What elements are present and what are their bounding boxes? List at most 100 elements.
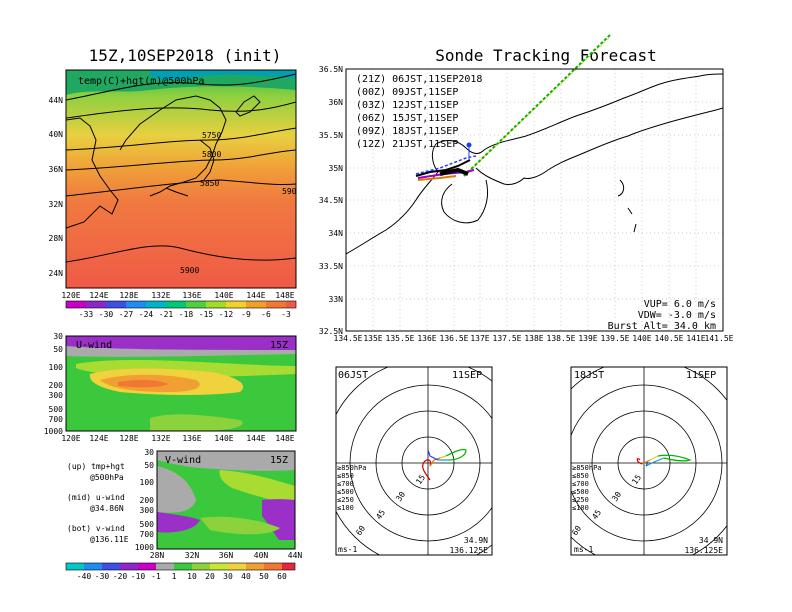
track-lon-ticks: 134.5E 135E 135.5E 136E 136.5E 137E 137.… (334, 334, 734, 343)
uwind-panel: U-wind 15Z 30 50 100 200 300 500 700 100… (44, 332, 297, 443)
map-lon-ticks: 120E 124E 128E 132E 136E 140E 144E 148E (61, 291, 294, 300)
uwind-p-tick: 1000 (44, 427, 63, 436)
track-lat-tick: 34.5N (319, 196, 343, 205)
temp-colorbar-tick: -21 (159, 310, 174, 319)
wind-colorbar-tick: -30 (95, 572, 110, 581)
hodograph-right-time: 18JST (574, 370, 604, 381)
level-label: ≥850hPa (572, 464, 602, 472)
temp-colorbar-tick: -24 (139, 310, 154, 319)
vwind-p-tick: 50 (144, 461, 154, 470)
vwind-p-tick: 500 (140, 520, 155, 529)
temp-colorbar-tick: -9 (241, 310, 251, 319)
wind-colorbar-tick: 50 (259, 572, 269, 581)
hodograph-left-lat: 34.9N (464, 536, 488, 545)
contour-label-5750: 5750 (202, 131, 221, 140)
note-line: (bot) v-wind (67, 524, 125, 533)
track-lat-tick: 34N (329, 229, 344, 238)
uwind-lon-tick: 148E (275, 434, 294, 443)
uwind-lon-tick: 124E (89, 434, 108, 443)
map-lat-ticks: 44N 40N 36N 32N 28N 24N (49, 96, 64, 278)
temp-colorbar-tick: -15 (199, 310, 214, 319)
hodograph-right-unit: ms-1 (574, 545, 593, 554)
ascent-speed: VUP= 6.0 m/s (644, 299, 716, 310)
right-title: Sonde Tracking Forecast (435, 46, 657, 65)
track-lat-tick: 32.5N (319, 327, 343, 336)
map-lat-tick: 40N (49, 130, 64, 139)
hodograph-left-time: 06JST (338, 370, 368, 381)
uwind-lon-tick: 132E (151, 434, 170, 443)
track-lon-tick: 140.5E (655, 334, 684, 343)
temp-colorbar-tick: -30 (99, 310, 114, 319)
vwind-lat-tick: 28N (150, 551, 165, 560)
wind-colorbar-tick: 10 (187, 572, 197, 581)
wind-colorbar-tick: 1 (172, 572, 177, 581)
hodograph-right-lat: 34.9N (699, 536, 723, 545)
uwind-p-tick: 100 (49, 363, 64, 372)
level-label: ≤100 (572, 504, 589, 512)
vwind-lat-tick: 40N (254, 551, 269, 560)
legend-entry-03z: (03Z) 12JST,11SEP (356, 100, 458, 111)
vwind-p-tick: 300 (140, 506, 155, 515)
vwind-label: V-wind (165, 455, 201, 466)
level-label: ≤700 (572, 480, 589, 488)
hodograph-right-lon: 136.125E (684, 546, 723, 555)
uwind-lon-tick: 144E (246, 434, 265, 443)
uwind-lon-tick: 140E (214, 434, 233, 443)
map-lat-tick: 24N (49, 269, 64, 278)
temperature-colorbar: -33 -30 -27 -24 -21 -18 -15 -12 -9 -6 -3 (65, 300, 297, 319)
wind-colorbar-tick: -20 (113, 572, 128, 581)
level-label: ≤500 (572, 488, 589, 496)
track-lon-tick: 141E (686, 334, 705, 343)
track-lon-tick: 135.5E (386, 334, 415, 343)
tracking-map-panel: (21Z) 06JST,11SEP2018 (00Z) 09JST,11SEP … (319, 34, 734, 343)
hodograph-right: 18JST 11SEP 15 30 45 60 ≥850hPa ≤850 ≤70… (570, 366, 728, 556)
legend-entry-00z: (00Z) 09JST,11SEP (356, 87, 458, 98)
note-line: @136.11E (90, 535, 129, 544)
uwind-p-tick: 300 (49, 391, 64, 400)
hodograph-right-date: 11SEP (686, 370, 716, 381)
left-title: 15Z,10SEP2018 (init) (89, 46, 282, 65)
burst-altitude: Burst Alt= 34.0 km (608, 321, 716, 332)
track-lon-tick: 136E (417, 334, 436, 343)
track-lat-tick: 33.5N (319, 262, 343, 271)
level-legend-right: ≥850hPa ≤850 ≤700 ≤500 ≤250 ≤100 (572, 464, 602, 512)
wind-colorbar-tick: -40 (77, 572, 92, 581)
track-info: VUP= 6.0 m/s VDW= -3.0 m/s Burst Alt= 34… (608, 299, 716, 332)
uwind-lon-tick: 120E (61, 434, 80, 443)
track-lon-tick: 136.5E (440, 334, 469, 343)
map-lat-tick: 44N (49, 96, 64, 105)
temp-colorbar-tick: -18 (179, 310, 194, 319)
track-lon-tick: 135E (363, 334, 382, 343)
level-label: ≤250 (337, 496, 354, 504)
map-lat-tick: 28N (49, 234, 64, 243)
uwind-p-tick: 500 (49, 405, 64, 414)
wind-colorbar-tick: 30 (223, 572, 233, 581)
map-lon-tick: 128E (119, 291, 138, 300)
map-lon-tick: 148E (275, 291, 294, 300)
contour-label-590: 590 (282, 187, 297, 196)
level-label: ≥850hPa (337, 464, 367, 472)
vwind-lat-tick: 32N (185, 551, 200, 560)
level-label: ≤700 (337, 480, 354, 488)
wind-colorbar-tick: 40 (241, 572, 251, 581)
vwind-time: 15Z (270, 455, 288, 466)
hodograph-left-date: 11SEP (452, 370, 482, 381)
vwind-lat-tick: 44N (288, 551, 303, 560)
level-label: ≤250 (572, 496, 589, 504)
map-lon-tick: 140E (214, 291, 233, 300)
vwind-panel: V-wind 15Z 30 50 100 200 300 500 700 100… (135, 448, 303, 560)
hodograph-left-lon: 136.125E (449, 546, 488, 555)
track-lon-tick: 139E (578, 334, 597, 343)
temp-colorbar-tick: -6 (261, 310, 271, 319)
track-lon-tick: 138.5E (547, 334, 576, 343)
temp-colorbar-tick: -33 (79, 310, 94, 319)
uwind-p-tick: 50 (53, 345, 63, 354)
note-line: (mid) u-wind (67, 493, 125, 502)
note-line: @500hPa (90, 473, 124, 482)
wind-colorbar: -40 -30 -20 -10 -1 1 10 20 30 40 50 60 (65, 562, 296, 581)
vwind-lat-tick: 36N (219, 551, 234, 560)
map-lon-tick: 136E (182, 291, 201, 300)
contour-label-5800: 5800 (202, 150, 221, 159)
level-legend-left: ≥850hPa ≤850 ≤700 ≤500 ≤250 ≤100 (337, 464, 367, 512)
